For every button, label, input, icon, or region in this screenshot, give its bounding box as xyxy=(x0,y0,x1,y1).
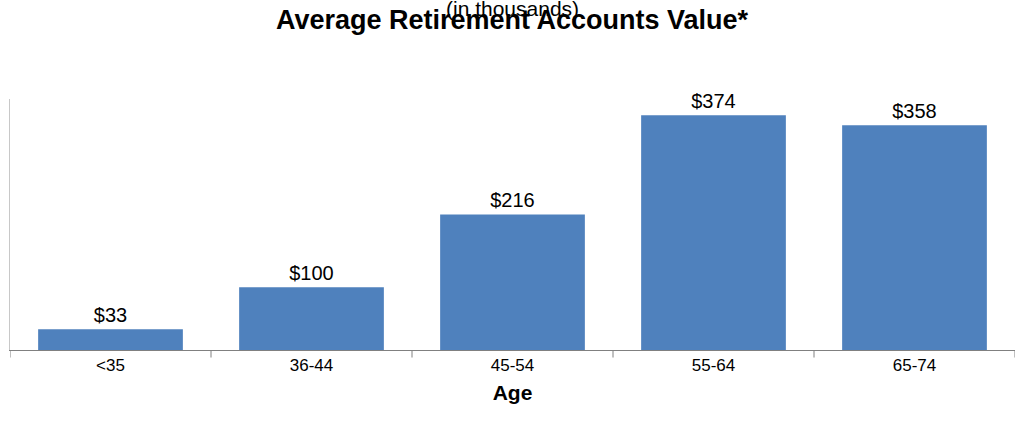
svg-text:45-54: 45-54 xyxy=(491,356,534,375)
svg-text:$374: $374 xyxy=(691,90,736,112)
svg-text:$216: $216 xyxy=(490,189,535,211)
svg-text:Average Retirement Accounts Va: Average Retirement Accounts Value* xyxy=(276,5,749,35)
svg-text:Age: Age xyxy=(493,381,533,404)
svg-text:65-74: 65-74 xyxy=(893,356,936,375)
svg-text:(in thousands): (in thousands) xyxy=(446,0,579,20)
svg-text:$100: $100 xyxy=(289,262,334,284)
svg-text:36-44: 36-44 xyxy=(290,356,333,375)
svg-text:$358: $358 xyxy=(892,100,937,122)
svg-text:<35: <35 xyxy=(96,356,125,375)
svg-text:55-64: 55-64 xyxy=(692,356,735,375)
svg-text:$33: $33 xyxy=(94,304,127,326)
